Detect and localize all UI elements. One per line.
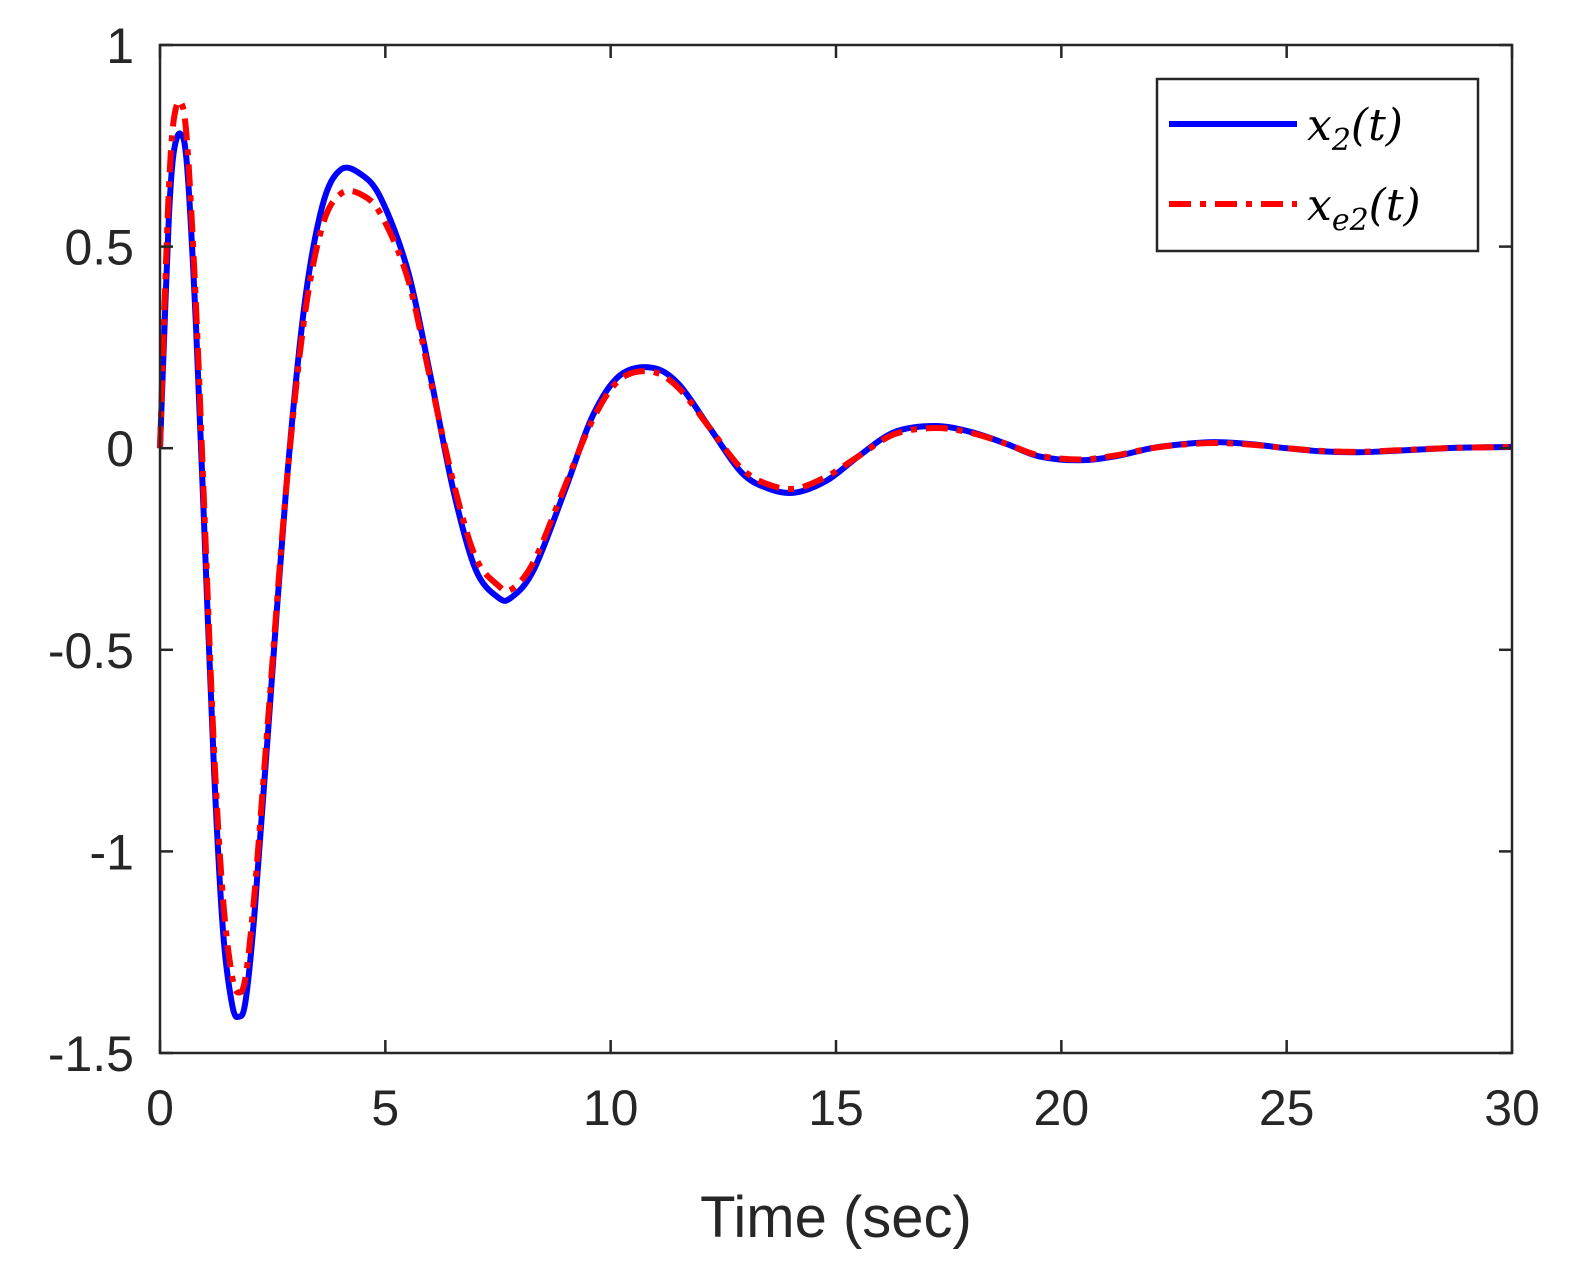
series-line-xe2	[157, 97, 1513, 996]
y-tick-label: 0	[106, 421, 134, 477]
y-tick-label: -0.5	[48, 623, 134, 679]
legend-label: xe2(t)	[1307, 180, 1421, 238]
y-tick-label: -1	[90, 824, 134, 880]
x-tick-label: 20	[1034, 1080, 1090, 1136]
x-tick-label: 10	[583, 1080, 639, 1136]
x-tick-label: 30	[1484, 1080, 1540, 1136]
x-tick-label: 5	[371, 1080, 399, 1136]
legend: x2(t) xe2(t)	[1155, 77, 1480, 253]
x-axis-title: Time (sec)	[700, 1185, 972, 1250]
legend-box	[1155, 77, 1480, 253]
axes-box	[158, 43, 1514, 1055]
x-tick-label: 25	[1259, 1080, 1315, 1136]
legend-label: x2(t)	[1307, 100, 1403, 158]
x-tick-label: 0	[146, 1080, 174, 1136]
y-tick-label: 0.5	[64, 220, 134, 276]
x-tick-label: 15	[808, 1080, 864, 1136]
y-tick-label: 1	[106, 18, 134, 74]
series-layer	[157, 97, 1513, 1021]
x-tick-labels: 0 5 10 15 20 25 30	[146, 1080, 1540, 1136]
y-tick-labels: 1 0.5 0 -0.5 -1 -1.5	[48, 18, 134, 1082]
y-tick-label: -1.5	[48, 1026, 134, 1082]
